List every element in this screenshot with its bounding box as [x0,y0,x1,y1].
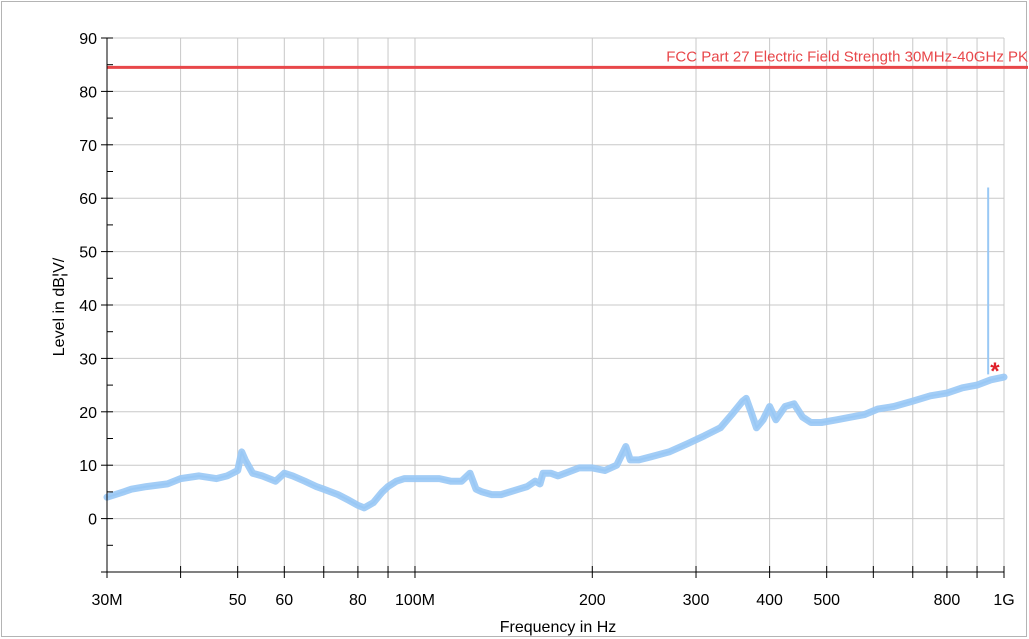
peak-marker-group: * [990,358,1000,385]
x-tick-label: 400 [756,592,783,609]
y-tick-label: 20 [79,405,97,422]
x-tick-label: 100M [395,592,435,609]
y-tick-label: 0 [88,512,97,529]
x-tick-label: 30M [91,592,122,609]
emission-trace [106,376,1005,509]
x-tick-label: 80 [349,592,367,609]
grid-lines [106,37,1005,573]
y-tick-label: 70 [79,138,97,155]
x-axis-label: Frequency in Hz [500,619,617,636]
y-tick-label: 30 [79,351,97,368]
emission-trace-band [103,373,1008,512]
axes-group [101,37,1005,578]
limit-line-group: FCC Part 27 Electric Field Strength 30MH… [107,48,1028,69]
x-tick-label: 300 [683,592,710,609]
x-tick-label: 1G [993,592,1014,609]
x-tick-label: 800 [934,592,961,609]
x-tick-label: 50 [229,592,247,609]
y-tick-label: 80 [79,84,97,101]
y-tick-label: 50 [79,245,97,262]
y-tick-label: 10 [79,458,97,475]
series-group [103,187,1008,512]
y-axis-label: Level in dB¦V/ [51,257,68,356]
limit-line-label: FCC Part 27 Electric Field Strength 30MH… [666,48,1028,65]
y-tick-label: 60 [79,191,97,208]
peak-marker: * [990,358,1000,385]
x-tick-label: 500 [813,592,840,609]
x-tick-label: 200 [579,592,606,609]
y-tick-label: 40 [79,298,97,315]
x-tick-label: 60 [275,592,293,609]
y-tick-label: 90 [79,31,97,48]
tick-labels-group: 0 10 20 30 40 50 60 70 80 90 30M 50 60 80 100M 200 300 40… [79,31,1014,609]
